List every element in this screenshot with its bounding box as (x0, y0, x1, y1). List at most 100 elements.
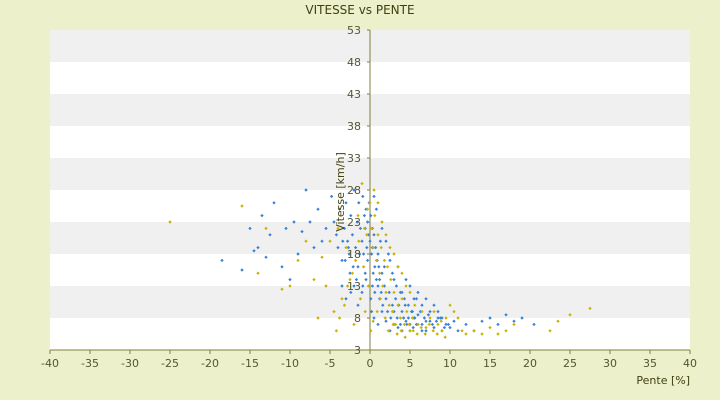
data-point-series-1 (365, 220, 370, 224)
data-point-series-1 (353, 245, 358, 250)
data-point-series-1 (385, 309, 390, 314)
data-point-series-1 (332, 220, 336, 224)
data-point-series-1 (430, 322, 435, 327)
data-point-series-1 (372, 233, 376, 237)
data-point-series-2 (496, 332, 500, 336)
data-point-series-2 (361, 265, 366, 269)
data-point-series-2 (393, 322, 398, 327)
data-point-series-1 (300, 229, 304, 234)
data-point-series-2 (372, 188, 376, 192)
data-point-series-1 (355, 220, 359, 224)
y-tick-label: 13 (347, 280, 361, 293)
data-point-series-2 (548, 329, 552, 333)
data-point-series-2 (378, 297, 383, 301)
data-point-series-1 (389, 316, 393, 320)
data-point-series-1 (390, 303, 395, 307)
data-point-series-1 (361, 194, 365, 199)
data-point-series-2 (408, 329, 412, 333)
data-point-series-1 (434, 319, 439, 323)
data-point-series-2 (396, 303, 400, 307)
data-point-series-1 (456, 329, 460, 333)
data-point-series-2 (328, 239, 332, 243)
data-point-series-2 (357, 239, 361, 243)
data-point-series-1 (376, 322, 380, 327)
x-tick-label: 20 (523, 357, 537, 370)
x-tick-label: 10 (443, 357, 457, 370)
data-point-series-2 (460, 329, 464, 333)
data-point-series-1 (403, 303, 407, 307)
data-point-series-1 (504, 313, 508, 317)
data-point-series-1 (360, 290, 364, 295)
data-point-series-1 (384, 239, 388, 243)
data-point-series-1 (380, 226, 384, 231)
data-point-series-2 (444, 316, 448, 320)
data-point-series-2 (391, 322, 395, 327)
data-point-series-2 (387, 303, 391, 307)
data-point-series-2 (431, 329, 435, 333)
data-point-series-1 (412, 297, 416, 301)
data-point-series-2 (423, 332, 427, 336)
data-point-series-2 (504, 329, 508, 333)
data-point-series-1 (292, 220, 296, 224)
data-point-series-2 (464, 332, 468, 336)
data-point-series-1 (381, 303, 385, 307)
data-point-series-1 (424, 319, 428, 323)
data-point-series-1 (352, 284, 356, 288)
data-point-series-1 (342, 226, 347, 231)
chart-title: VITESSE vs PENTE (305, 3, 414, 17)
data-point-series-2 (424, 325, 428, 330)
data-point-series-1 (398, 322, 403, 327)
data-point-series-1 (404, 319, 408, 323)
data-point-series-1 (347, 252, 351, 256)
data-point-series-1 (410, 309, 415, 314)
data-point-series-2 (380, 220, 384, 224)
data-point-series-2 (399, 329, 403, 333)
data-point-series-1 (364, 277, 368, 282)
x-tick-label: 35 (643, 357, 657, 370)
y-tick-label: 53 (347, 24, 361, 37)
data-point-series-2 (379, 245, 383, 250)
data-point-series-1 (390, 271, 395, 275)
data-point-series-2 (419, 325, 423, 330)
data-point-series-1 (362, 213, 367, 218)
data-point-series-1 (373, 290, 377, 295)
data-point-series-2 (365, 233, 369, 237)
data-point-series-2 (373, 213, 377, 218)
data-point-series-1 (308, 220, 312, 224)
data-point-series-2 (385, 265, 390, 269)
data-point-series-1 (480, 319, 484, 323)
y-tick-label: 18 (347, 248, 361, 261)
data-point-series-2 (345, 284, 350, 288)
data-point-series-1 (424, 329, 428, 333)
data-point-series-2 (324, 284, 328, 288)
data-point-series-1 (354, 277, 359, 282)
x-axis-title: Pente [%] (636, 374, 690, 387)
data-point-series-1 (408, 284, 412, 288)
data-point-series-1 (402, 297, 407, 301)
data-point-series-1 (356, 303, 360, 307)
data-point-series-1 (260, 213, 264, 218)
data-point-series-1 (374, 277, 379, 282)
data-point-series-1 (406, 316, 411, 320)
data-point-series-1 (512, 319, 516, 323)
data-point-series-2 (456, 316, 460, 320)
y-tick-label: 28 (347, 184, 361, 197)
data-point-series-1 (369, 252, 374, 256)
data-point-series-1 (357, 201, 361, 205)
data-point-series-2 (443, 335, 447, 339)
data-point-series-2 (369, 329, 373, 333)
y-axis-title: Vitesse [km/h] (334, 152, 347, 232)
data-point-series-1 (382, 265, 387, 269)
data-point-series-1 (424, 297, 428, 301)
y-tick-label: 43 (347, 88, 361, 101)
data-point-series-2 (353, 258, 358, 263)
data-point-series-1 (395, 316, 399, 320)
data-point-series-2 (427, 322, 431, 327)
data-point-series-1 (380, 309, 384, 314)
data-point-series-2 (337, 316, 342, 320)
data-point-series-1 (341, 239, 345, 243)
data-point-series-2 (320, 255, 324, 259)
data-point-series-2 (392, 290, 396, 295)
